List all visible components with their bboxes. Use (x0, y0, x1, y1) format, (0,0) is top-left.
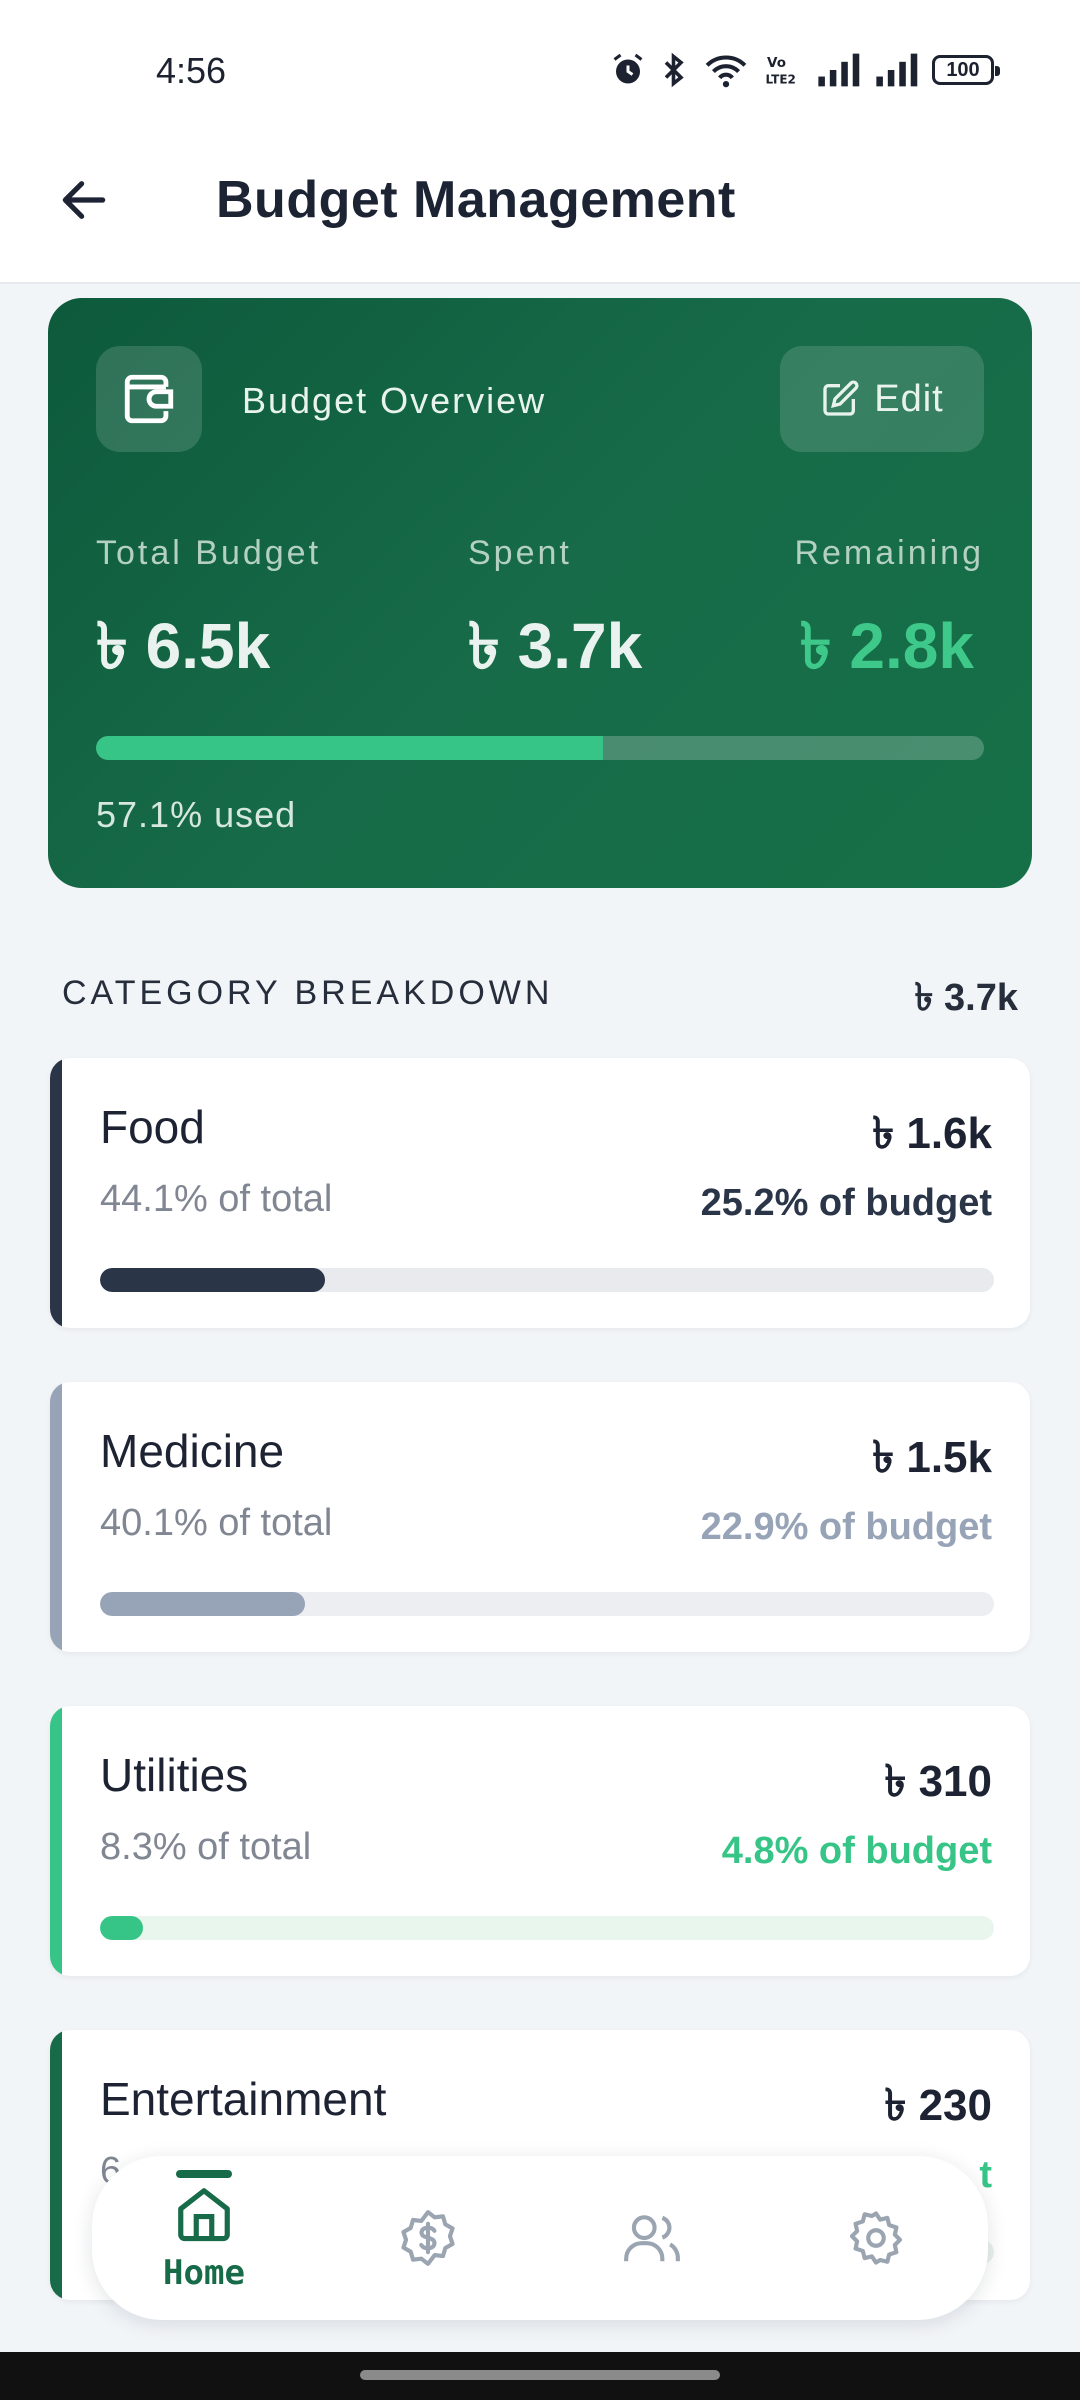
arrow-left-icon (62, 181, 106, 219)
category-name: Food (100, 1101, 205, 1153)
category-progress-fill (100, 1916, 143, 1940)
category-percent-budget: 4.8% of budget (721, 1830, 992, 1872)
category-accent (50, 1058, 62, 1328)
category-amount: ৳ 230 (884, 2081, 992, 2130)
category-breakdown-heading: CATEGORY BREAKDOWN (62, 974, 554, 1012)
nav-settings[interactable] (801, 2156, 951, 2320)
bluetooth-icon (664, 52, 684, 88)
category-percent-budget: 25.2% of budget (700, 1182, 992, 1224)
category-percent-total: 40.1% of total (100, 1502, 333, 1544)
category-amount: ৳ 1.5k (872, 1433, 992, 1482)
back-button[interactable] (52, 168, 116, 232)
svg-text:LTE2: LTE2 (766, 73, 796, 87)
alarm-icon (613, 53, 643, 84)
category-card-food[interactable]: Food ৳ 1.6k 44.1% of total 25.2% of budg… (50, 1058, 1030, 1328)
status-icons: Vo LTE2 100 (610, 52, 1000, 88)
remaining-label: Remaining (794, 534, 984, 572)
category-amount: ৳ 1.6k (872, 1109, 992, 1158)
category-progress-bar (100, 1916, 994, 1940)
budget-progress-fill (96, 736, 604, 760)
gear-icon (849, 2211, 903, 2265)
wallet-icon-box (96, 346, 202, 452)
edit-icon (823, 380, 859, 416)
app-header: Budget Management (0, 140, 1080, 284)
nav-home-label: Home (163, 2253, 245, 2293)
nav-home[interactable]: Home (129, 2156, 279, 2320)
total-budget-label: Total Budget (96, 534, 322, 572)
battery-icon: 100 (932, 55, 1000, 85)
wifi-icon (705, 55, 747, 88)
category-card-utilities[interactable]: Utilities ৳ 310 8.3% of total 4.8% of bu… (50, 1706, 1030, 1976)
category-progress-bar (100, 1592, 994, 1616)
edit-label: Edit (874, 377, 944, 420)
overview-title: Budget Overview (242, 380, 547, 421)
category-name: Medicine (100, 1425, 285, 1477)
category-accent (50, 1706, 62, 1976)
category-progress-fill (100, 1268, 326, 1292)
edit-button[interactable]: Edit (780, 346, 984, 452)
category-progress-bar (100, 1268, 994, 1292)
category-breakdown-total: ৳ 3.7k (914, 977, 1018, 1019)
budget-overview-card: Budget Overview Edit Total Budget ৳ 6.5k… (48, 298, 1032, 888)
remaining-value: ৳ 2.8k (799, 610, 974, 682)
category-progress-fill (100, 1592, 305, 1616)
nav-finance[interactable] (353, 2156, 503, 2320)
status-time: 4:56 (156, 50, 227, 91)
users-icon (624, 2215, 680, 2262)
category-card-medicine[interactable]: Medicine ৳ 1.5k 40.1% of total 22.9% of … (50, 1382, 1030, 1652)
signal-icon (818, 53, 860, 87)
used-percentage: 57.1% used (96, 794, 297, 835)
category-accent (50, 1382, 62, 1652)
volte-icon: Vo LTE2 (766, 55, 796, 87)
nav-active-indicator (176, 2170, 232, 2178)
category-percent-budget: t (979, 2154, 992, 2196)
spent-value: ৳ 3.7k (468, 610, 643, 682)
signal-icon-2 (876, 53, 918, 87)
category-accent (50, 2030, 62, 2300)
nav-members[interactable] (577, 2156, 727, 2320)
category-percent-budget: 22.9% of budget (700, 1506, 992, 1548)
svg-text:Vo: Vo (767, 55, 786, 71)
total-budget-value: ৳ 6.5k (96, 610, 271, 682)
category-percent-total: 8.3% of total (100, 1826, 312, 1868)
category-name: Entertainment (100, 2073, 387, 2125)
status-bar: 4:56 Vo LTE2 100 (0, 0, 1080, 140)
budget-progress-bar (96, 736, 984, 760)
category-amount: ৳ 310 (884, 1757, 992, 1806)
category-name: Utilities (100, 1749, 249, 1801)
home-gesture-handle[interactable] (360, 2370, 720, 2380)
spent-label: Spent (468, 534, 572, 572)
dollar-icon (401, 2210, 455, 2266)
page-title: Budget Management (216, 171, 736, 229)
home-icon (178, 2188, 230, 2242)
bottom-nav: Home (92, 2156, 988, 2320)
wallet-icon (124, 374, 174, 424)
category-percent-total: 44.1% of total (100, 1178, 333, 1220)
